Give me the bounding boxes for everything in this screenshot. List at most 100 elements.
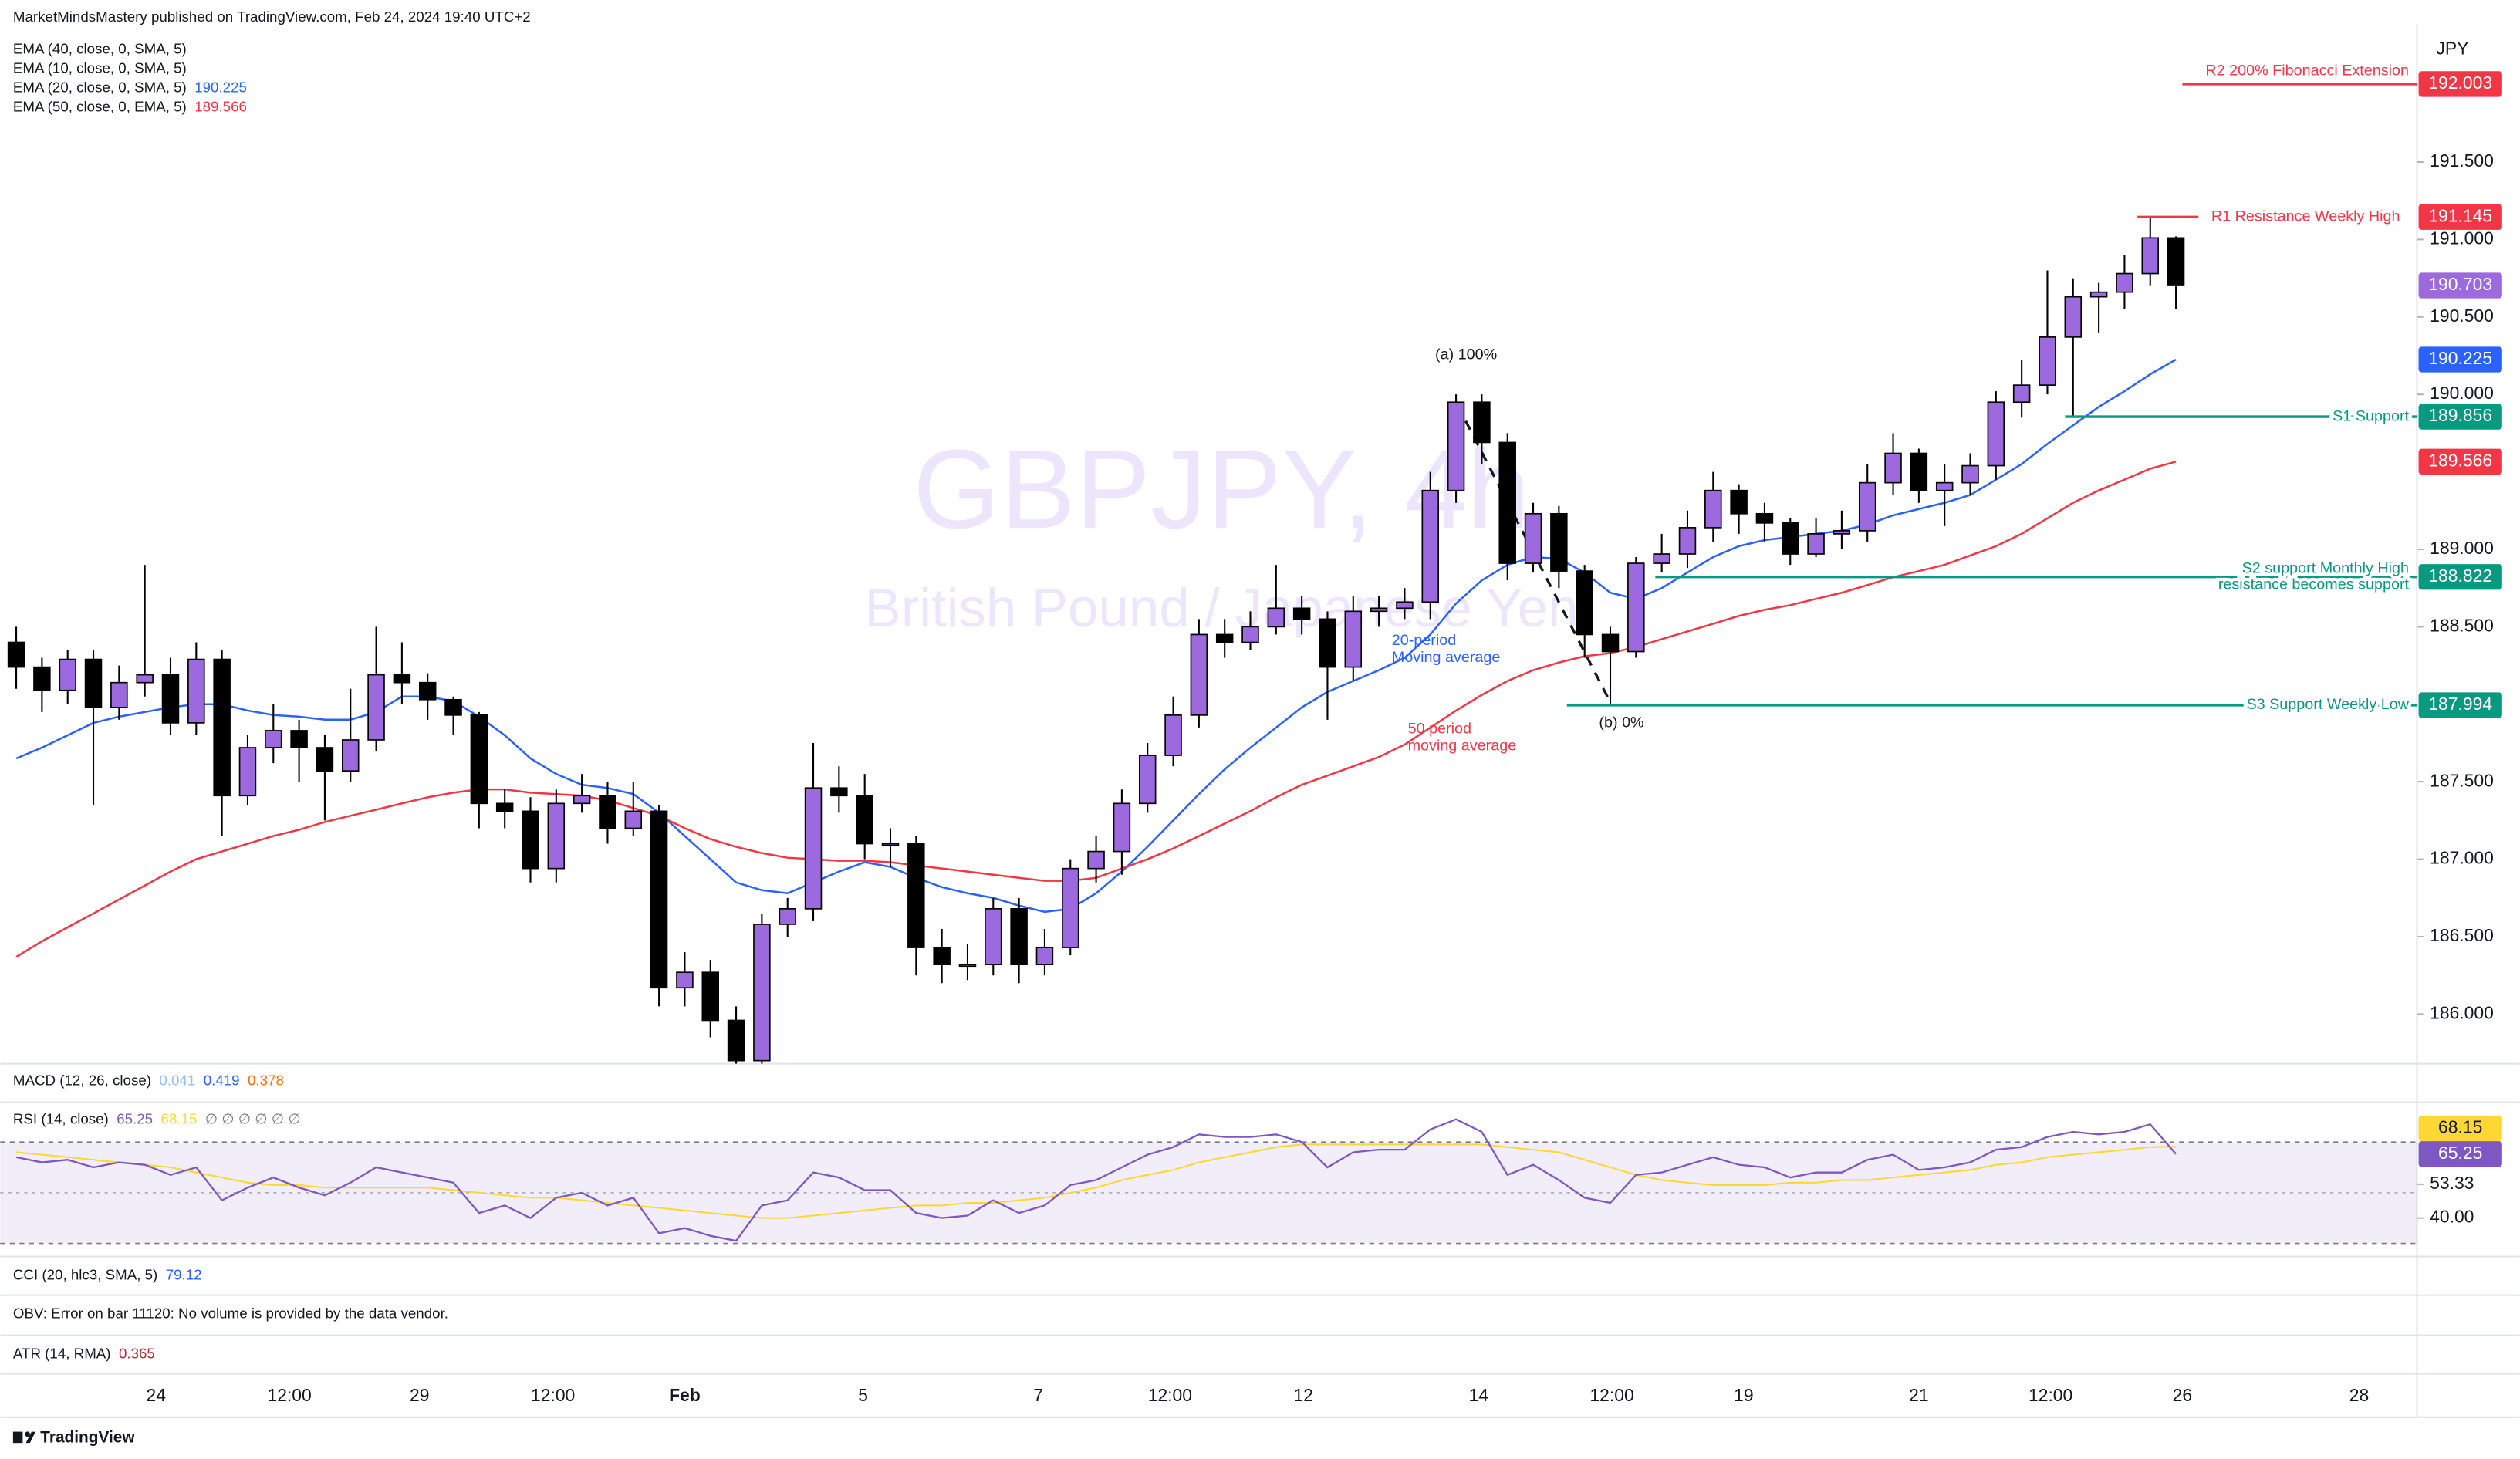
y-tick-label: 189.000	[2430, 538, 2494, 558]
candle-body	[1601, 633, 1620, 653]
y-tick-label: 186.500	[2430, 925, 2494, 945]
candle-body	[1421, 489, 1440, 603]
price-label: 190.225	[2428, 348, 2492, 368]
candle-body	[1910, 452, 1928, 491]
candle-body	[59, 658, 76, 691]
candle-body	[213, 658, 231, 797]
candle-body	[187, 658, 205, 724]
candle-body	[1319, 618, 1336, 668]
candle-body	[1190, 633, 1208, 716]
candle-body	[547, 802, 566, 870]
x-tick-label: 14	[1468, 1385, 1488, 1405]
candle-body	[779, 908, 796, 925]
candle-body	[1730, 489, 1748, 515]
level-label: resistance becomes support	[2218, 576, 2410, 593]
x-tick-label: 5	[858, 1385, 868, 1405]
price-label: 187.994	[2428, 694, 2492, 714]
price-label: 192.003	[2428, 73, 2492, 93]
price-label: 189.856	[2428, 405, 2492, 425]
price-pane	[7, 217, 2185, 1064]
y-tick-label: 191.500	[2430, 150, 2494, 171]
rsi-label: 68.15	[2438, 1117, 2482, 1137]
candle-body	[290, 730, 308, 748]
legend-name: EMA (40, close, 0, SMA, 5)	[13, 41, 187, 57]
x-tick-label: 12:00	[1589, 1385, 1633, 1405]
candle-body	[650, 810, 668, 989]
candle-body	[110, 681, 128, 708]
pane-value: 0.041	[159, 1072, 195, 1089]
pane-value: 0.419	[204, 1072, 240, 1089]
candle-body	[1267, 607, 1285, 628]
pane-suffix: ∅ ∅ ∅ ∅ ∅ ∅	[205, 1111, 301, 1127]
legend-name: EMA (50, close, 0, EMA, 5)	[13, 98, 187, 114]
candle-body	[907, 843, 925, 948]
candle-body	[1550, 512, 1568, 572]
y-tick-label: 187.500	[2430, 770, 2494, 790]
candle-body	[1833, 530, 1851, 535]
price-label: 188.822	[2428, 566, 2492, 586]
price-label-box	[2418, 692, 2502, 718]
x-tick-label: 12	[1293, 1385, 1312, 1405]
candle-body	[1241, 626, 1259, 643]
candle-body	[856, 795, 873, 845]
candle-body	[136, 674, 154, 684]
currency: JPY	[2436, 39, 2468, 59]
price-label-box	[2418, 272, 2502, 299]
rsi-line	[15, 1143, 2177, 1219]
candle-body	[573, 795, 591, 805]
annotation: (a) 100%	[1435, 346, 1497, 363]
legend-name: EMA (20, close, 0, SMA, 5)	[13, 79, 187, 95]
candle-body	[1473, 401, 1491, 444]
candle-body	[1653, 553, 1670, 564]
y-tick-label: 190.500	[2430, 306, 2494, 326]
rsi-label: 65.25	[2438, 1143, 2482, 1163]
pane-title: CCI (20, hlc3, SMA, 5)	[13, 1267, 157, 1283]
pane-value: 65.25	[117, 1111, 153, 1127]
candle-body	[418, 681, 437, 701]
candle-body	[161, 674, 180, 724]
candle-body	[1807, 533, 1825, 555]
candle-body	[1344, 610, 1363, 668]
level-label: S2 support Monthly High	[2242, 560, 2409, 577]
candle-body	[2064, 296, 2083, 338]
candle-body	[1292, 607, 1311, 620]
x-tick-label: 29	[410, 1385, 429, 1405]
candle-body	[84, 658, 103, 708]
candle-body	[2167, 237, 2185, 286]
candle-body	[1062, 867, 1079, 948]
annotation: 50 period	[1408, 721, 1471, 738]
candle-body	[1678, 527, 1697, 555]
price-label-box	[2418, 448, 2502, 475]
x-tick-label: 12:00	[531, 1385, 575, 1405]
pane-title: ATR (14, RMA)	[13, 1346, 111, 1362]
price-label: 190.703	[2428, 274, 2492, 294]
y-tick-label: 190.000	[2430, 383, 2494, 403]
candle-body	[1396, 601, 1414, 610]
candle-body	[753, 924, 771, 1062]
x-tick-label: 24	[147, 1385, 167, 1405]
y-tick-label: 187.000	[2430, 848, 2494, 868]
price-label: 191.145	[2428, 205, 2492, 225]
candle-body	[1576, 570, 1593, 636]
candle-body	[470, 714, 488, 805]
candle-body	[2116, 272, 2133, 293]
candle-body	[265, 730, 282, 748]
candle-body	[933, 947, 951, 965]
y-tick-label: 188.500	[2430, 615, 2494, 635]
candle-body	[1010, 908, 1028, 965]
legend-value: 190.225	[194, 79, 247, 95]
x-tick-label: 12:00	[267, 1385, 311, 1405]
x-tick-label: 26	[2173, 1385, 2192, 1405]
candle-body	[881, 843, 900, 846]
candle-body	[33, 666, 51, 691]
candle-body	[2012, 384, 2031, 404]
x-tick-label: 28	[2349, 1385, 2369, 1405]
candle-body	[1524, 512, 1542, 564]
candle-body	[1884, 452, 1902, 484]
candle-body	[1087, 850, 1105, 870]
price-label: 189.566	[2428, 450, 2492, 470]
